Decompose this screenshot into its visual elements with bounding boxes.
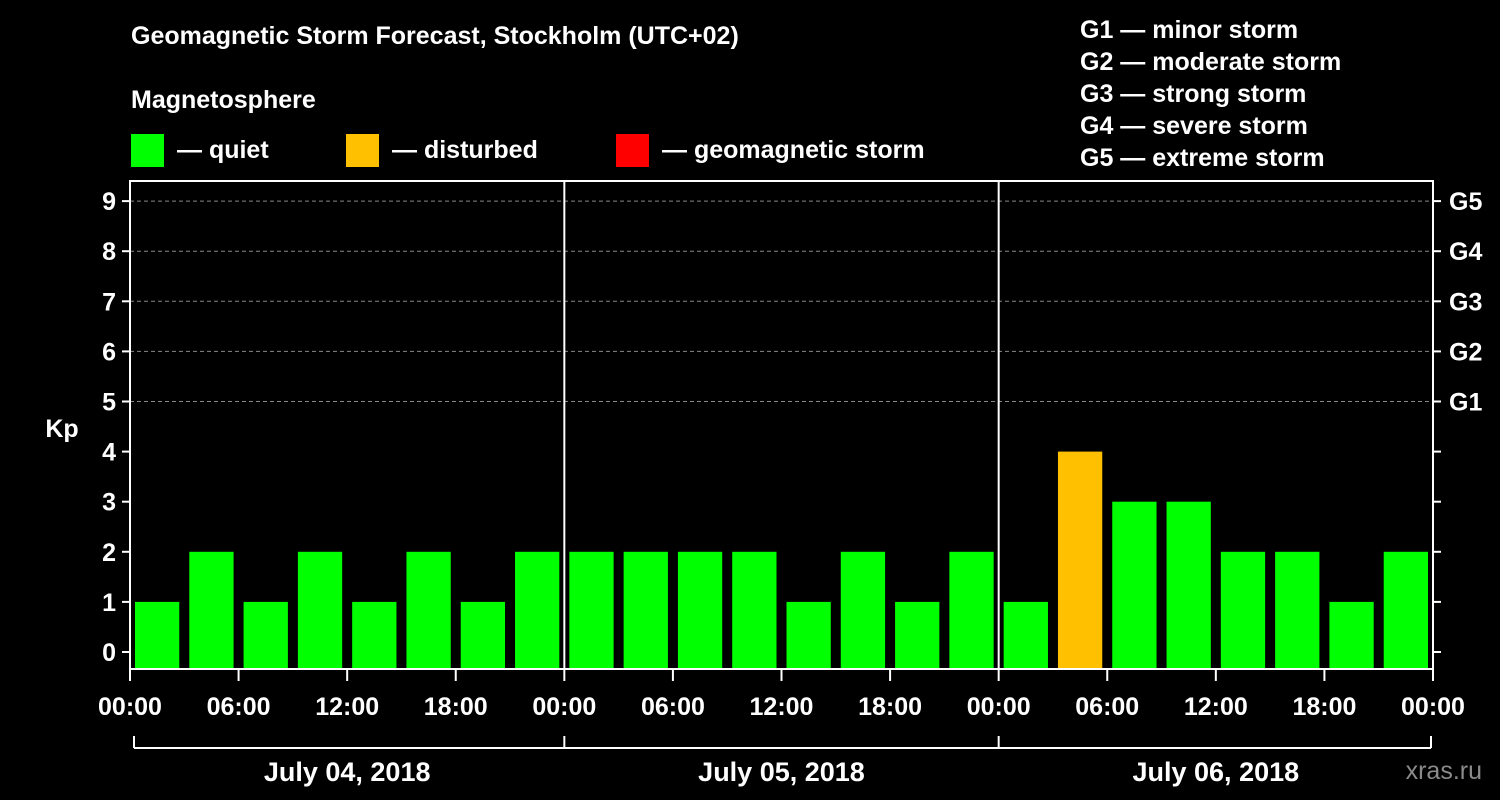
legend-swatch-disturbed: [346, 133, 379, 167]
x-tick-label-2: 12:00: [315, 693, 379, 721]
x-tick-label-8: 00:00: [967, 693, 1031, 721]
x-tick-label-12: 00:00: [1401, 693, 1465, 721]
x-tick-label-6: 12:00: [750, 693, 814, 721]
y-tick-label-6: 6: [102, 338, 116, 366]
kp-bar-0: [135, 601, 180, 669]
kp-bar-18: [1112, 501, 1157, 669]
day-label-2: July 06, 2018: [1133, 757, 1300, 787]
kp-bar-5: [406, 551, 451, 669]
x-tick-label-11: 18:00: [1292, 693, 1356, 721]
kp-bar-8: [569, 551, 614, 669]
x-tick-label-0: 00:00: [98, 693, 162, 721]
legend-label-disturbed: — disturbed: [392, 135, 538, 164]
kp-bar-22: [1329, 601, 1374, 669]
x-tick-label-3: 18:00: [424, 693, 488, 721]
x-tick-label-10: 12:00: [1184, 693, 1248, 721]
chart-title: Geomagnetic Storm Forecast, Stockholm (U…: [131, 22, 739, 50]
x-tick-label-1: 06:00: [207, 693, 271, 721]
y-tick-label-0: 0: [102, 639, 116, 667]
kp-bar-9: [623, 551, 668, 669]
legend-item-storm: — geomagnetic storm: [616, 133, 925, 167]
kp-bar-1: [189, 551, 234, 669]
kp-bar-4: [352, 601, 397, 669]
kp-bar-12: [786, 601, 831, 669]
kp-bar-2: [243, 601, 288, 669]
kp-bar-13: [840, 551, 886, 669]
legend-label-quiet: — quiet: [177, 135, 269, 164]
kp-bar-14: [895, 601, 940, 669]
y-tick-label-9: 9: [102, 188, 116, 216]
x-tick-label-5: 06:00: [641, 693, 705, 721]
kp-bar-3: [297, 551, 343, 669]
legend-swatch-quiet: [131, 133, 164, 167]
kp-bar-7: [515, 551, 560, 669]
y-tick-label-7: 7: [102, 288, 116, 316]
x-tick-label-4: 00:00: [532, 693, 596, 721]
kp-bar-21: [1275, 551, 1320, 669]
kp-bar-20: [1220, 551, 1266, 669]
storm-scale-g5: G5 — extreme storm: [1080, 144, 1325, 172]
legend-item-disturbed: — disturbed: [346, 133, 538, 167]
y-tick-label-2: 2: [102, 539, 116, 567]
g-scale-label-g3: G3: [1449, 288, 1482, 316]
kp-bar-23: [1383, 551, 1428, 669]
legend-item-quiet: — quiet: [131, 133, 269, 167]
kp-bar-15: [949, 551, 994, 669]
y-tick-label-5: 5: [102, 389, 116, 417]
g-scale-label-g4: G4: [1449, 238, 1482, 266]
x-tick-label-7: 18:00: [858, 693, 922, 721]
g-scale-label-g1: G1: [1449, 389, 1482, 417]
storm-scale-g4: G4 — severe storm: [1080, 112, 1308, 140]
kp-bar-11: [732, 551, 777, 669]
g-scale-label-g2: G2: [1449, 338, 1482, 366]
kp-bar-10: [677, 551, 723, 669]
storm-scale-g3: G3 — strong storm: [1080, 80, 1307, 108]
kp-bar-19: [1166, 501, 1211, 669]
legend-label-storm: — geomagnetic storm: [662, 135, 925, 164]
legend-swatch-storm: [616, 133, 649, 167]
y-tick-label-4: 4: [102, 439, 116, 467]
y-tick-label-1: 1: [102, 589, 116, 617]
day-label-0: July 04, 2018: [264, 757, 431, 787]
day-label-1: July 05, 2018: [698, 757, 865, 787]
legend-title: Magnetosphere: [131, 86, 316, 114]
storm-scale-g1: G1 — minor storm: [1080, 16, 1299, 44]
watermark: xras.ru: [1405, 757, 1482, 785]
kp-bar-6: [460, 601, 506, 669]
kp-bar-16: [1003, 601, 1048, 669]
x-tick-label-9: 06:00: [1075, 693, 1139, 721]
g-scale-label-g5: G5: [1449, 188, 1482, 216]
kp-bar-17: [1057, 451, 1103, 669]
y-tick-label-3: 3: [102, 489, 116, 517]
y-tick-label-8: 8: [102, 238, 116, 266]
storm-scale-list: G1 — minor storm G2 — moderate storm G3 …: [1080, 14, 1341, 174]
storm-scale-g2: G2 — moderate storm: [1080, 48, 1342, 76]
y-axis-label: Kp: [45, 415, 78, 443]
